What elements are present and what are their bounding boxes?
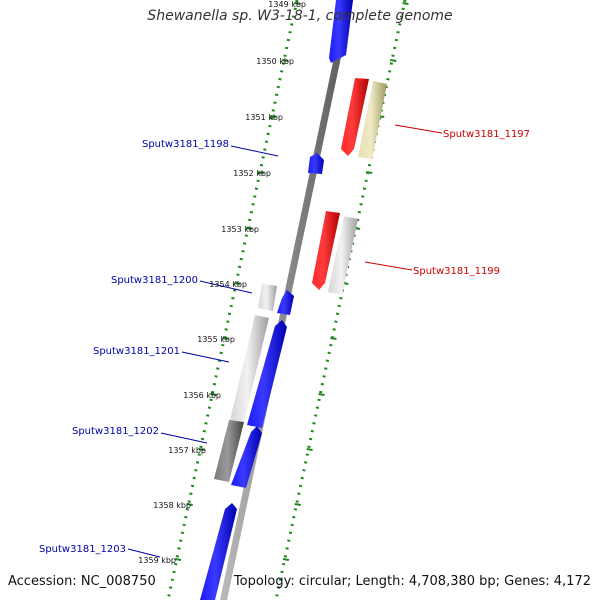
accession-label: Accession: NC_008750 [8,574,156,589]
tick-label: 1352 kbp [233,169,271,178]
tick-label: 1350 kbp [256,57,294,66]
tick-mark [222,337,229,340]
tick-mark [282,59,289,62]
tick-labels: 1349 kbp 1350 kbp 1351 kbp 1352 kbp 1353… [138,0,306,565]
gene-feature[interactable] [214,420,244,482]
tick-label: 1353 kbp [221,225,259,234]
gene-feature[interactable] [200,503,237,600]
tick-label: 1356 kbp [183,391,221,400]
tick-label: 1355 kbp [197,335,235,344]
gene-feature[interactable] [329,0,353,63]
tick-label: 1359 kbp [138,556,176,565]
tick-mark [198,448,205,451]
gene-feature[interactable] [308,153,324,174]
gene-label[interactable]: Sputw3181_1198 [142,139,229,150]
tick-label: 1349 kbp [268,0,306,9]
tick-label: 1351 kbp [245,113,283,122]
gene-feature[interactable] [247,320,287,428]
tick-mark [390,59,397,62]
tick-label: 1357 kbp [168,446,206,455]
tick-mark [245,227,253,230]
tick-mark [402,2,409,5]
tick-mark [282,558,290,561]
tick-mark [186,503,193,506]
tick-label: 1358 kbp [153,501,191,510]
tick-label: 1354 kbp [209,280,247,289]
gene-feature[interactable] [312,211,340,290]
gene-feature[interactable] [258,284,277,311]
tick-mark [257,171,265,174]
tick-mark [234,282,241,285]
gene-feature[interactable] [358,81,387,159]
genome-title: Shewanella sp. W3-18-1, complete genome [147,8,453,24]
gene-label[interactable]: Sputw3181_1203 [39,544,126,555]
gene-feature[interactable] [328,216,358,295]
tick-mark [270,115,277,118]
tick-mark [210,393,217,396]
genome-summary: Topology: circular; Length: 4,708,380 bp… [233,574,591,589]
tick-mark [330,337,337,340]
tick-mark [306,448,313,451]
gene-labels: Sputw3181_1197 Sputw3181_1198 Sputw3181_… [39,129,530,555]
gene-label[interactable]: Sputw3181_1201 [93,346,180,357]
gene-leader-lines [127,124,443,558]
gene-label[interactable]: Sputw3181_1197 [443,129,530,140]
tick-mark [365,171,373,174]
tick-mark [174,558,182,561]
tick-mark [318,393,325,396]
gene-label[interactable]: Sputw3181_1202 [72,426,159,437]
gene-feature[interactable] [277,290,294,315]
tick-mark [294,2,301,5]
gene-feature[interactable] [230,315,269,422]
gene-feature[interactable] [341,78,369,156]
gene-feature[interactable] [231,426,262,488]
tick-mark [294,503,301,506]
gene-label[interactable]: Sputw3181_1199 [413,266,500,277]
gene-label[interactable]: Sputw3181_1200 [111,275,198,286]
